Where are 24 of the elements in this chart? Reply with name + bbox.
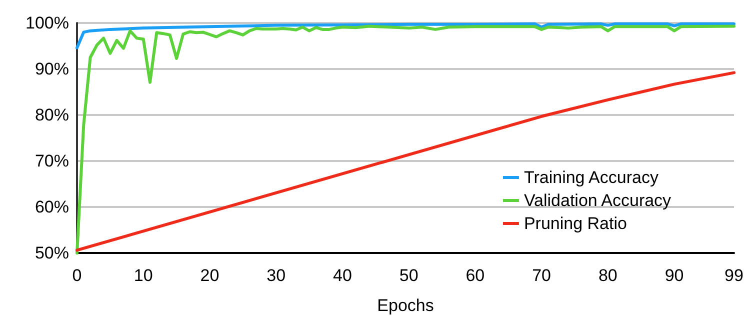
x-tick-label: 99 bbox=[724, 266, 744, 285]
line-series bbox=[76, 22, 736, 50]
x-tick-label: 30 bbox=[266, 266, 286, 285]
x-tick-label: 70 bbox=[532, 266, 552, 285]
y-tick-label: 100% bbox=[26, 14, 69, 32]
y-tick-label: 90% bbox=[34, 60, 69, 78]
x-tick-label: 20 bbox=[200, 266, 220, 285]
x-tick-label: 80 bbox=[598, 266, 618, 285]
x-tick-label: 0 bbox=[72, 266, 82, 285]
x-tick-label: 90 bbox=[664, 266, 684, 285]
y-tick-label: 80% bbox=[34, 106, 69, 124]
y-tick-label: 60% bbox=[34, 198, 69, 216]
x-tick-label: 60 bbox=[466, 266, 485, 285]
y-tick-label: 50% bbox=[34, 244, 69, 262]
x-tick-label: 50 bbox=[399, 266, 418, 285]
line-series bbox=[76, 71, 736, 252]
legend-label: Pruning Ratio bbox=[524, 214, 627, 233]
line-series bbox=[76, 24, 736, 254]
legend-label: Validation Accuracy bbox=[524, 191, 672, 210]
y-tick-label: 70% bbox=[34, 152, 69, 170]
x-tick-label: 40 bbox=[332, 266, 352, 285]
x-tick-label: 10 bbox=[134, 266, 153, 285]
x-axis-title: Epochs bbox=[377, 296, 434, 315]
legend-label: Training Accuracy bbox=[524, 168, 659, 187]
